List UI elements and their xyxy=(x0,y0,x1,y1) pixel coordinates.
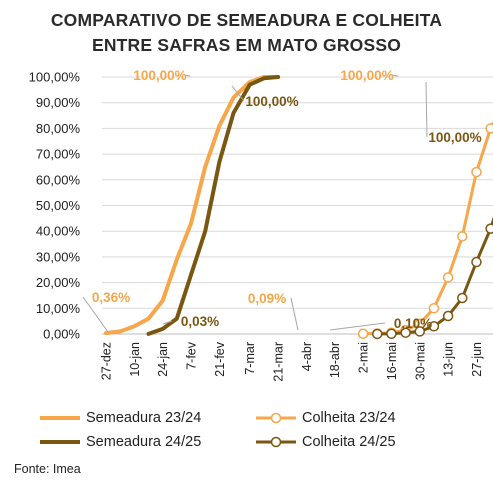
annotations: 100,00% 100,00% 0,36% 0,03% 100,00% 100,00% 0,… xyxy=(82,68,482,333)
x-tick-label: 16-mai xyxy=(385,342,399,380)
legend-item-semeadura-24-25: Semeadura 24/25 xyxy=(40,432,201,452)
x-tick-label: 21-fev xyxy=(213,341,227,376)
legend-swatch-line xyxy=(40,440,80,444)
annotation-label: 0,36% xyxy=(92,290,130,305)
y-tick-label: 10,00% xyxy=(36,301,81,316)
annotation-leader xyxy=(231,85,245,102)
data-point xyxy=(457,292,468,304)
data-point xyxy=(485,123,493,134)
x-tick-label: 30-mai xyxy=(413,342,427,380)
source-note: Fonte: Imea xyxy=(14,462,81,476)
y-tick-label: 40,00% xyxy=(36,224,81,239)
gridlines xyxy=(102,76,493,335)
series-line-0 xyxy=(104,75,281,336)
x-tick-label: 27-jun xyxy=(470,342,484,377)
legend-swatch-marker-line xyxy=(256,412,296,424)
x-tick-label: 24-jan xyxy=(156,342,170,377)
data-point xyxy=(471,256,482,268)
y-tick-label: 90,00% xyxy=(36,95,81,110)
x-tick-label: 18-abr xyxy=(328,342,342,378)
annotation-label: 0,10% xyxy=(394,316,432,331)
data-point xyxy=(457,231,468,242)
legend-label: Semeadura 23/24 xyxy=(86,410,202,426)
y-tick-label: 60,00% xyxy=(36,172,81,187)
annotation-label: 100,00% xyxy=(428,130,481,145)
chart-title-line-2: ENTRE SAFRAS EM MATO GROSSO xyxy=(91,35,402,55)
annotation-leader xyxy=(390,74,399,77)
legend-item-semeadura-23-24: Semeadura 23/24 xyxy=(40,408,201,428)
data-point xyxy=(442,310,454,322)
legend-label: Colheita 24/25 xyxy=(302,434,396,450)
y-tick-label: 50,00% xyxy=(36,198,81,213)
annotation-label: 0,03% xyxy=(181,314,219,329)
annotation-leader xyxy=(183,74,191,77)
series-line-2 xyxy=(146,75,281,336)
data-point xyxy=(414,326,426,337)
data-point xyxy=(372,328,383,340)
x-tick-label: 7-fev xyxy=(185,341,199,370)
annotation-label: 0,09% xyxy=(248,291,286,306)
data-point xyxy=(471,166,482,178)
data-point xyxy=(400,327,411,338)
legend-item-colheita-23-24: Colheita 23/24 xyxy=(256,408,396,428)
legend-swatch-line xyxy=(40,416,80,420)
x-tick-label: 2-mai xyxy=(357,342,371,373)
x-tick-label: 13-jun xyxy=(442,342,456,377)
annotation-leader xyxy=(290,297,299,331)
x-tick-label: 4-abr xyxy=(300,342,314,371)
legend-swatch-marker-line xyxy=(256,436,296,448)
x-axis: 27-dez 10-jan 24-jan 7-fev 21-fev 7-mar 21-mar… xyxy=(100,333,493,382)
y-axis: 0,00% 10,00% 20,00% 30,00% 40,00% 50,00% 60,00… xyxy=(29,70,81,342)
annotation-label: 100,00% xyxy=(340,68,393,83)
x-tick-label: 21-mar xyxy=(272,342,286,382)
y-tick-label: 80,00% xyxy=(36,121,81,136)
y-tick-label: 100,00% xyxy=(29,70,81,85)
data-point xyxy=(386,328,397,339)
y-tick-label: 70,00% xyxy=(36,147,81,162)
data-point xyxy=(357,328,369,340)
annotation-leader xyxy=(329,322,386,331)
x-tick-label: 7-mar xyxy=(243,342,257,375)
legend-label: Semeadura 24/25 xyxy=(86,434,202,450)
annotation-leader xyxy=(425,81,428,138)
annotation-leader xyxy=(162,320,173,325)
x-tick-label: 10-jan xyxy=(128,342,142,377)
annotation-label: 100,00% xyxy=(245,94,298,109)
data-point xyxy=(428,321,440,332)
y-tick-label: 30,00% xyxy=(36,249,81,264)
x-tick-label: 27-dez xyxy=(100,342,114,380)
y-tick-label: 20,00% xyxy=(36,275,81,290)
annotation-leader xyxy=(82,296,109,333)
series-line-3 xyxy=(375,216,493,336)
chart-title-line-1: COMPARATIVO DE SEMEADURA E COLHEITA xyxy=(50,10,443,30)
series-group xyxy=(104,75,493,340)
legend-item-colheita-24-25: Colheita 24/25 xyxy=(256,432,396,452)
annotation-label: 100,00% xyxy=(133,68,186,83)
y-tick-label: 0,00% xyxy=(43,327,80,342)
data-point xyxy=(485,223,493,234)
data-point xyxy=(442,272,454,283)
data-point xyxy=(428,303,440,314)
legend-label: Colheita 23/24 xyxy=(302,410,396,426)
chart-title: COMPARATIVO DE SEMEADURA E COLHEITA ENTR… xyxy=(0,8,493,58)
